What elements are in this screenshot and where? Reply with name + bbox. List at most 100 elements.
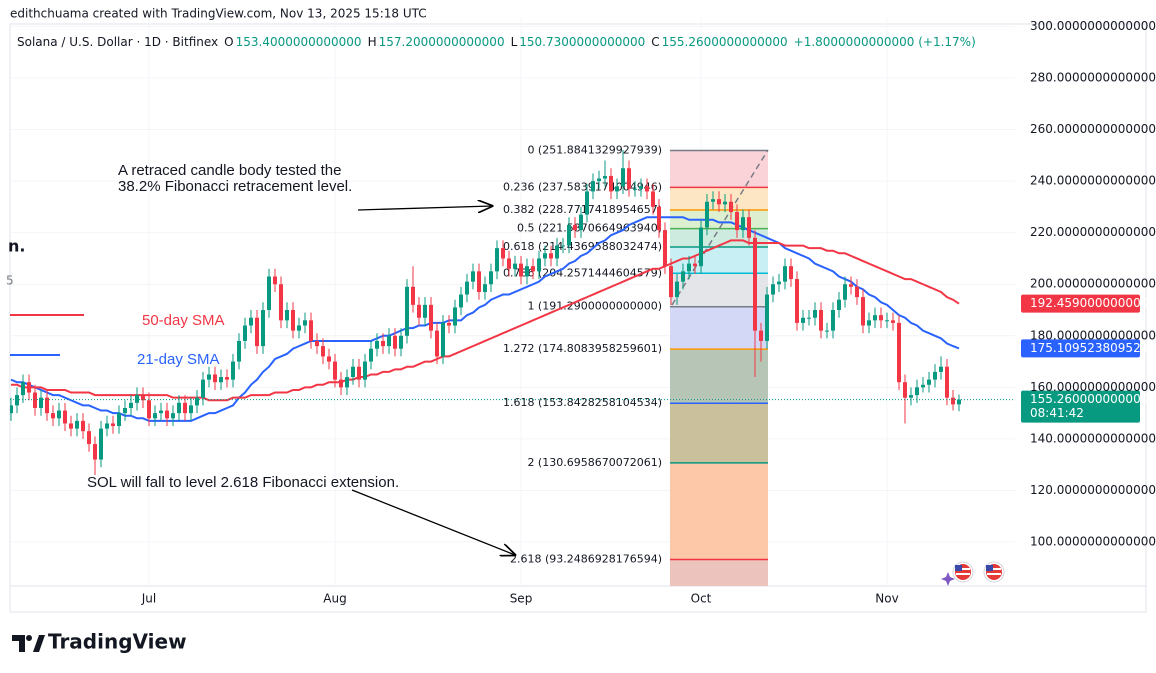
candle-body (645, 186, 649, 192)
candle-body (735, 212, 739, 231)
candle-body (375, 340, 379, 349)
symbol: Solana / U.S. Dollar · 1D · Bitfinex (17, 35, 218, 49)
candle-body (10, 405, 13, 414)
candle-body (627, 168, 631, 189)
candle-body (801, 317, 805, 323)
candle-body (825, 330, 829, 332)
candle-body (399, 335, 403, 349)
candle-body (261, 310, 265, 347)
candle-body (957, 399, 961, 405)
candle-body (141, 395, 145, 401)
header-key: O (224, 35, 233, 49)
y-tick-label: 160.0000000000000 (1030, 380, 1156, 394)
candle-body (351, 366, 355, 378)
candle-body (531, 266, 535, 272)
candle-body (219, 377, 223, 383)
brand-logo (12, 635, 45, 652)
header-value: 153.4000000000000 (236, 35, 362, 49)
sma-badge (1021, 339, 1140, 358)
candle-body (429, 304, 433, 331)
candle-body (405, 286, 409, 336)
candle-body (435, 330, 439, 357)
candle-body (93, 444, 97, 460)
candle-body (243, 325, 247, 341)
fib-zone (670, 273, 768, 307)
candle-body (315, 340, 319, 347)
candle-body (249, 317, 253, 326)
candle-body (417, 304, 421, 318)
candle-body (651, 191, 655, 207)
candle-body (189, 405, 193, 414)
candle-body (921, 384, 925, 388)
candle-body (81, 420, 85, 432)
candle-body (87, 431, 91, 445)
fib-label: 1.618 (153.8428258104534) (503, 396, 662, 409)
candle-body (699, 227, 703, 267)
candle-body (357, 366, 361, 380)
candle-body (387, 335, 391, 347)
candle-body (519, 263, 523, 277)
candle-body (777, 281, 781, 285)
fib-trend (671, 149, 769, 306)
candle-body (75, 420, 79, 429)
side-text: n. (8, 237, 25, 256)
candle-body (765, 294, 769, 341)
candle-body (465, 281, 469, 295)
price-badge-text: 155.2600000000000 (1030, 392, 1156, 406)
x-tick-label: Aug (323, 592, 346, 606)
fib-zone (670, 559, 768, 586)
header-key: C (651, 35, 659, 49)
sma-badge-text: 192.4590000000000 (1030, 296, 1156, 310)
annotation: A retraced candle body tested the (118, 162, 341, 179)
candle-body (903, 382, 907, 398)
candle-body (123, 407, 127, 414)
header-key: L (511, 35, 518, 49)
fib-zone (670, 403, 768, 463)
candle-body (933, 371, 937, 380)
y-tick-label: 140.0000000000000 (1030, 431, 1156, 445)
candle-body (705, 201, 709, 228)
arrow (357, 206, 492, 210)
candle-body (807, 317, 811, 319)
x-tick-label: Jul (141, 592, 156, 606)
candle-body (207, 374, 211, 380)
candle-body (105, 423, 109, 429)
side-text: 5 (6, 274, 14, 288)
candle-body (897, 322, 901, 383)
candle-body (321, 346, 325, 357)
candle-body (567, 224, 571, 246)
fib-zone (670, 150, 768, 188)
y-tick-label: 280.0000000000000 (1030, 70, 1156, 84)
candle-body (447, 322, 451, 326)
candle-body (471, 271, 475, 282)
candle-body (579, 214, 583, 231)
sma-line (10, 216, 960, 422)
candle-body (945, 366, 949, 398)
candle-body (525, 266, 529, 277)
y-tick-label: 180.0000000000000 (1030, 328, 1156, 342)
candle-body (309, 320, 313, 341)
candle-body (891, 320, 895, 323)
candle-body (15, 395, 19, 406)
candle-body (753, 237, 757, 331)
candle-body (663, 230, 667, 267)
header-value: 150.7300000000000 (519, 35, 645, 49)
candle-body (63, 410, 67, 424)
candle-body (885, 320, 889, 322)
candle-body (729, 201, 733, 213)
candle-body (231, 361, 235, 380)
candle-body (453, 307, 457, 326)
candle-body (297, 325, 301, 331)
candle-body (393, 335, 397, 349)
candle-body (915, 387, 919, 396)
candle-body (303, 320, 307, 326)
candle-body (195, 397, 199, 406)
countdown: 08:41:42 (1030, 406, 1084, 420)
candle-body (573, 224, 577, 231)
candle-body (603, 175, 607, 179)
candle-body (333, 361, 337, 380)
candle-body (819, 310, 823, 331)
candle-body (657, 206, 661, 231)
candle-body (279, 284, 283, 321)
candle-body (129, 402, 133, 408)
